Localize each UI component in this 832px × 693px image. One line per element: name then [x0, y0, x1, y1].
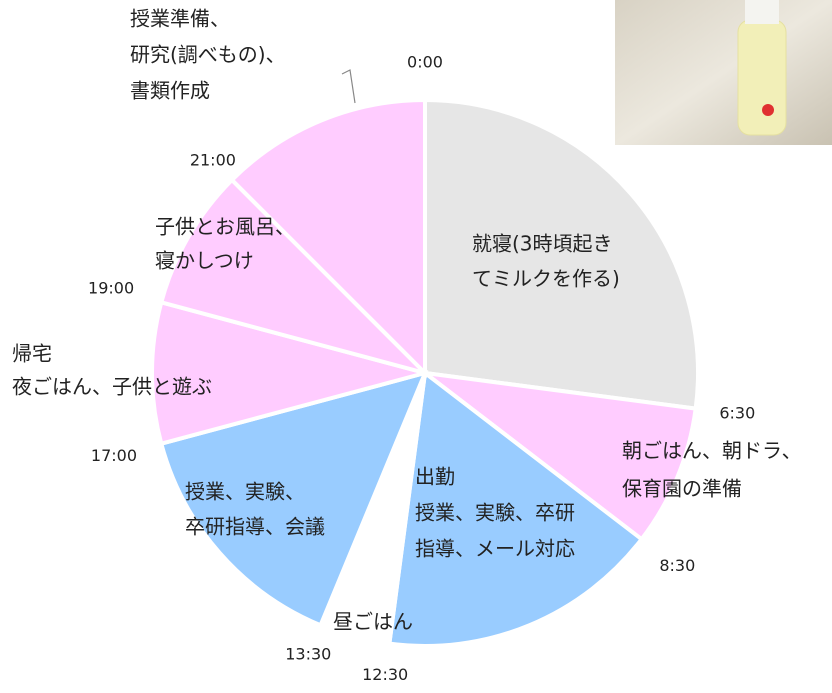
pie-slice: [417, 370, 698, 542]
leader-line: [341, 69, 356, 104]
time-label: 21:00: [190, 150, 236, 169]
slice-label: 朝ごはん、朝ドラ、: [622, 439, 802, 463]
pie-slice: [423, 97, 700, 411]
time-label: 0:00: [407, 53, 443, 72]
pie-slice: [150, 299, 433, 447]
time-label: 17:00: [91, 446, 137, 465]
slice-label: 卒研指導、会議: [185, 515, 325, 539]
time-label: 12:30: [362, 665, 408, 684]
slice-label: 授業、実験、: [185, 480, 305, 504]
slice-label: 研究(調べもの)、: [130, 43, 286, 67]
slice-label: 夜ごはん、子供と遊ぶ: [12, 375, 212, 399]
time-label: 19:00: [88, 278, 134, 297]
pie: [150, 97, 700, 648]
slice-label: てミルクを作る): [472, 267, 620, 291]
slice-label: 保育園の準備: [622, 477, 742, 501]
photo: [615, 0, 832, 145]
pie-slice: [387, 369, 645, 648]
slice-label: 授業、実験、卒研: [415, 501, 575, 525]
slice-label: 授業準備、: [130, 7, 230, 31]
slice-label: 帰宅: [12, 342, 52, 366]
pie-slice: [158, 370, 429, 628]
time-label: 6:30: [719, 404, 755, 423]
slice-label: 就寝(3時頃起き: [472, 232, 613, 256]
time-label: 13:30: [285, 644, 331, 663]
slice-label: 指導、メール対応: [415, 537, 575, 561]
slice-label: 出勤: [415, 465, 455, 489]
slice-label: 寝かしつけ: [155, 249, 254, 273]
slice-label: 書類作成: [130, 79, 210, 103]
slice-label: 昼ごはん: [333, 610, 413, 634]
pie-slice: [229, 97, 427, 378]
pie-slice: [158, 177, 432, 377]
slice-label: 子供とお風呂、: [155, 215, 295, 239]
time-label: 8:30: [659, 556, 695, 575]
